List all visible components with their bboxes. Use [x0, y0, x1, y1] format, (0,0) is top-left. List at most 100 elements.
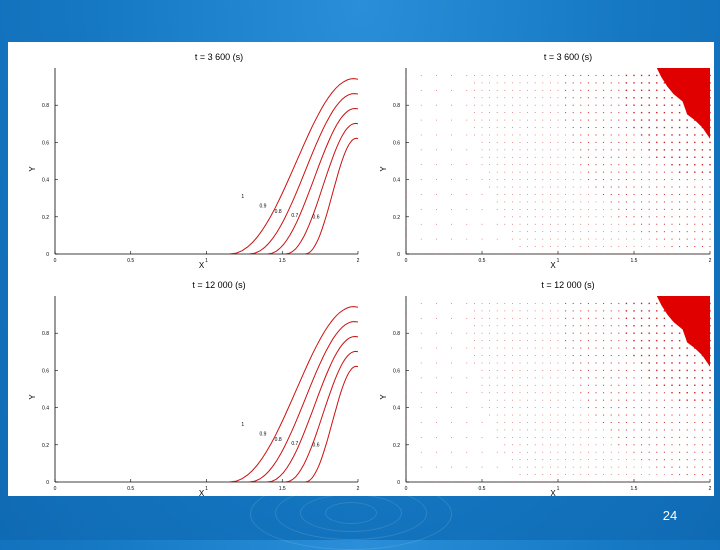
field-marker — [679, 421, 681, 423]
field-marker — [466, 209, 468, 210]
field-marker — [405, 362, 407, 364]
field-marker — [580, 134, 582, 136]
field-marker — [664, 481, 665, 483]
field-marker — [663, 119, 666, 121]
field-marker — [466, 422, 468, 423]
field-marker — [527, 246, 528, 247]
field-marker — [512, 377, 513, 379]
field-marker — [603, 127, 605, 129]
field-marker — [701, 429, 703, 431]
field-marker — [451, 451, 452, 453]
field-marker — [679, 223, 681, 225]
field-marker — [633, 347, 635, 349]
field-marker — [595, 444, 597, 446]
field-marker — [633, 414, 635, 416]
field-marker — [572, 414, 574, 416]
field-marker — [512, 362, 513, 364]
field-marker — [641, 421, 643, 423]
field-marker — [709, 451, 711, 453]
field-marker — [626, 238, 627, 240]
field-marker — [686, 171, 688, 173]
field-marker — [618, 223, 620, 225]
field-marker — [595, 179, 597, 181]
field-marker — [496, 317, 498, 319]
field-marker — [557, 377, 559, 379]
field-marker — [519, 347, 521, 349]
field-marker — [648, 347, 650, 349]
field-marker — [534, 377, 536, 379]
field-marker — [694, 231, 696, 233]
field-marker — [663, 201, 665, 203]
field-marker — [648, 104, 650, 106]
field-marker — [603, 216, 604, 218]
field-marker — [481, 317, 483, 319]
field-marker — [405, 253, 407, 255]
field-marker — [694, 466, 696, 468]
field-marker — [436, 377, 437, 379]
field-marker — [648, 82, 650, 84]
field-marker — [405, 223, 407, 225]
field-marker — [481, 142, 483, 143]
field-marker — [519, 127, 521, 128]
field-marker — [557, 164, 559, 166]
field-marker — [550, 209, 551, 210]
field-marker — [641, 377, 643, 379]
field-marker — [420, 253, 422, 255]
field-marker — [701, 392, 704, 394]
x-tick-label: 0 — [54, 258, 57, 264]
field-marker — [512, 407, 513, 408]
y-tick-label: 0.2 — [393, 443, 400, 449]
field-marker — [542, 75, 544, 76]
field-marker — [527, 134, 528, 136]
field-marker — [595, 231, 597, 233]
field-marker — [618, 97, 620, 99]
field-marker — [504, 437, 506, 438]
field-marker — [489, 127, 490, 128]
field-marker — [557, 332, 559, 334]
field-marker — [610, 238, 612, 240]
field-marker — [512, 303, 513, 304]
y-tick-label: 0 — [397, 252, 400, 258]
field-marker — [671, 156, 673, 158]
field-marker — [663, 208, 665, 210]
field-marker — [542, 156, 544, 158]
field-marker — [550, 303, 551, 304]
field-marker — [709, 171, 711, 173]
field-marker — [580, 216, 582, 218]
field-marker — [519, 246, 521, 247]
field-marker — [527, 392, 528, 394]
field-marker — [610, 481, 612, 483]
field-marker — [678, 369, 681, 372]
field-marker — [610, 74, 612, 76]
field-marker — [694, 193, 696, 195]
field-marker — [504, 325, 506, 327]
field-marker — [633, 481, 635, 483]
field-marker — [595, 209, 597, 210]
field-marker — [527, 332, 528, 334]
x-tick-label: 0.5 — [127, 486, 134, 492]
field-marker — [481, 370, 483, 371]
field-marker — [625, 332, 628, 334]
field-marker — [618, 141, 620, 143]
field-marker — [466, 119, 468, 121]
field-marker — [466, 347, 468, 349]
field-marker — [610, 317, 612, 319]
contour-label: 0.9 — [260, 432, 267, 438]
field-marker — [656, 339, 658, 342]
contour-line — [267, 107, 359, 255]
field-marker — [679, 459, 681, 461]
field-marker — [466, 317, 468, 319]
field-marker — [641, 466, 642, 468]
field-marker — [588, 201, 589, 203]
field-marker — [580, 223, 582, 225]
field-marker — [694, 164, 696, 166]
field-marker — [512, 149, 513, 151]
field-marker — [656, 119, 658, 121]
field-marker — [542, 194, 544, 195]
field-marker — [679, 474, 681, 476]
field-marker — [618, 481, 620, 483]
field-marker — [610, 407, 612, 409]
field-marker — [565, 370, 566, 371]
field-marker — [656, 384, 658, 386]
field-marker — [633, 399, 635, 401]
